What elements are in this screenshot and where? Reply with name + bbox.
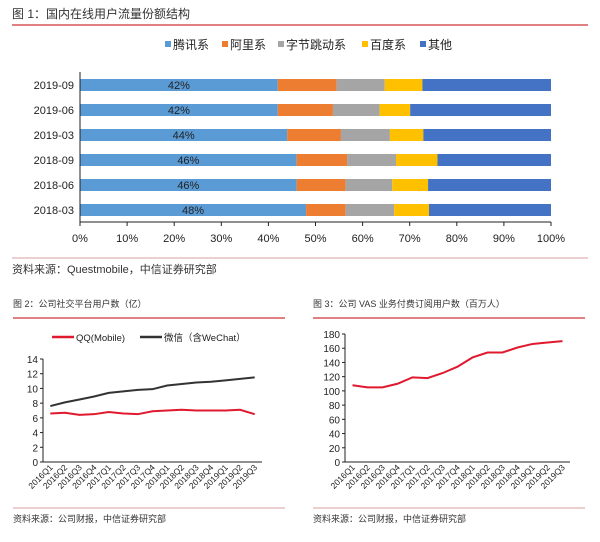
bar-segment <box>336 79 385 91</box>
category-label: 2019-09 <box>34 80 74 92</box>
bar-segment <box>332 104 380 116</box>
bar-segment <box>396 154 438 166</box>
x-tick-label: 0% <box>72 233 88 245</box>
bar-segment <box>296 154 348 166</box>
bar-segment <box>80 79 278 91</box>
bar-segment <box>80 179 297 191</box>
bar-segment <box>287 129 341 141</box>
chart1-title: 图 1：国内在线用户流量份额结构 <box>12 6 190 21</box>
bar-segment <box>429 204 551 216</box>
chart1-source: 资料来源：Questmobile，中信证券研究部 <box>12 262 217 276</box>
series-line-1 <box>50 376 255 408</box>
y-tick-label: 20 <box>329 444 341 455</box>
bar-segment <box>379 104 411 116</box>
y-tick-label: 100 <box>323 387 340 398</box>
legend-swatch-2 <box>278 41 284 47</box>
bar-segment <box>428 179 551 191</box>
bar-segment <box>80 204 307 216</box>
bar-segment <box>423 129 551 141</box>
series-line-0 <box>352 340 563 389</box>
legend-label-2: 字节跳动系 <box>286 37 346 52</box>
bar-segment <box>437 154 551 166</box>
bar-segment <box>345 179 393 191</box>
legend-swatch-4 <box>420 41 426 47</box>
y-tick-label: 80 <box>329 401 341 412</box>
y-tick-label: 12 <box>27 370 39 381</box>
bar-segment <box>345 204 395 216</box>
x-tick-label: 30% <box>210 233 232 245</box>
x-tick-label: 40% <box>257 233 279 245</box>
legend-label-1: 微信（含WeChat） <box>164 332 246 344</box>
x-tick-label: 70% <box>399 233 421 245</box>
legend-label-0: QQ(Mobile) <box>76 333 125 344</box>
category-label: 2019-03 <box>34 130 74 142</box>
legend-label-0: 腾讯系 <box>173 37 209 52</box>
category-label: 2018-06 <box>34 180 74 192</box>
bar-segment <box>422 79 551 91</box>
bar-segment <box>392 179 429 191</box>
chart3-title: 图 3：公司 VAS 业务付费订阅用户数（百万人） <box>313 298 505 309</box>
bar-segment <box>394 204 430 216</box>
category-label: 2018-03 <box>34 205 74 217</box>
y-tick-label: 10 <box>27 384 39 395</box>
bar-segment <box>296 179 346 191</box>
y-tick-label: 0 <box>32 458 38 469</box>
y-tick-label: 140 <box>323 358 340 369</box>
x-tick-label: 100% <box>537 233 565 245</box>
bar-segment <box>340 129 390 141</box>
series-line-0 <box>50 408 255 416</box>
y-tick-label: 160 <box>323 344 340 355</box>
chart3-source: 资料来源：公司财报，中信证券研究部 <box>313 513 466 524</box>
category-label: 2019-06 <box>34 105 74 117</box>
y-tick-label: 120 <box>323 373 340 384</box>
bar-segment <box>384 79 423 91</box>
bar-segment <box>347 154 397 166</box>
legend-swatch-1 <box>222 41 228 47</box>
legend-label-3: 百度系 <box>370 37 406 52</box>
bar-segment <box>80 104 278 116</box>
y-tick-label: 14 <box>27 355 39 366</box>
x-tick-label: 60% <box>352 233 374 245</box>
data-label: 46% <box>177 180 199 192</box>
bar-segment <box>277 104 333 116</box>
bar-segment <box>277 79 337 91</box>
bar-segment <box>306 204 346 216</box>
bar-segment <box>80 129 288 141</box>
x-tick-label: 50% <box>304 233 326 245</box>
x-tick-label: 90% <box>493 233 515 245</box>
legend-swatch-0 <box>165 41 171 47</box>
legend-label-1: 阿里系 <box>230 38 266 52</box>
y-tick-label: 60 <box>329 415 341 426</box>
chart2-title: 图 2：公司社交平台用户数（亿） <box>13 298 147 309</box>
bar-segment <box>80 154 297 166</box>
bar-segment <box>389 129 424 141</box>
data-label: 44% <box>173 130 195 142</box>
data-label: 48% <box>182 205 204 217</box>
y-tick-label: 8 <box>32 399 38 410</box>
data-label: 42% <box>168 105 190 117</box>
y-tick-label: 4 <box>32 429 38 440</box>
x-tick-label: 80% <box>446 233 468 245</box>
y-tick-label: 180 <box>323 330 340 341</box>
data-label: 46% <box>177 155 199 167</box>
legend-swatch-3 <box>362 41 368 47</box>
category-label: 2018-09 <box>34 155 74 167</box>
legend-label-4: 其他 <box>428 38 452 52</box>
data-label: 42% <box>168 80 190 92</box>
x-tick-label: 10% <box>116 233 138 245</box>
y-tick-label: 40 <box>329 430 341 441</box>
y-tick-label: 2 <box>32 443 38 454</box>
y-tick-label: 0 <box>334 458 340 469</box>
y-tick-label: 6 <box>32 414 38 425</box>
chart2-source: 资料来源：公司财报，中信证券研究部 <box>13 513 166 524</box>
bar-segment <box>410 104 551 116</box>
x-tick-label: 20% <box>163 233 185 245</box>
